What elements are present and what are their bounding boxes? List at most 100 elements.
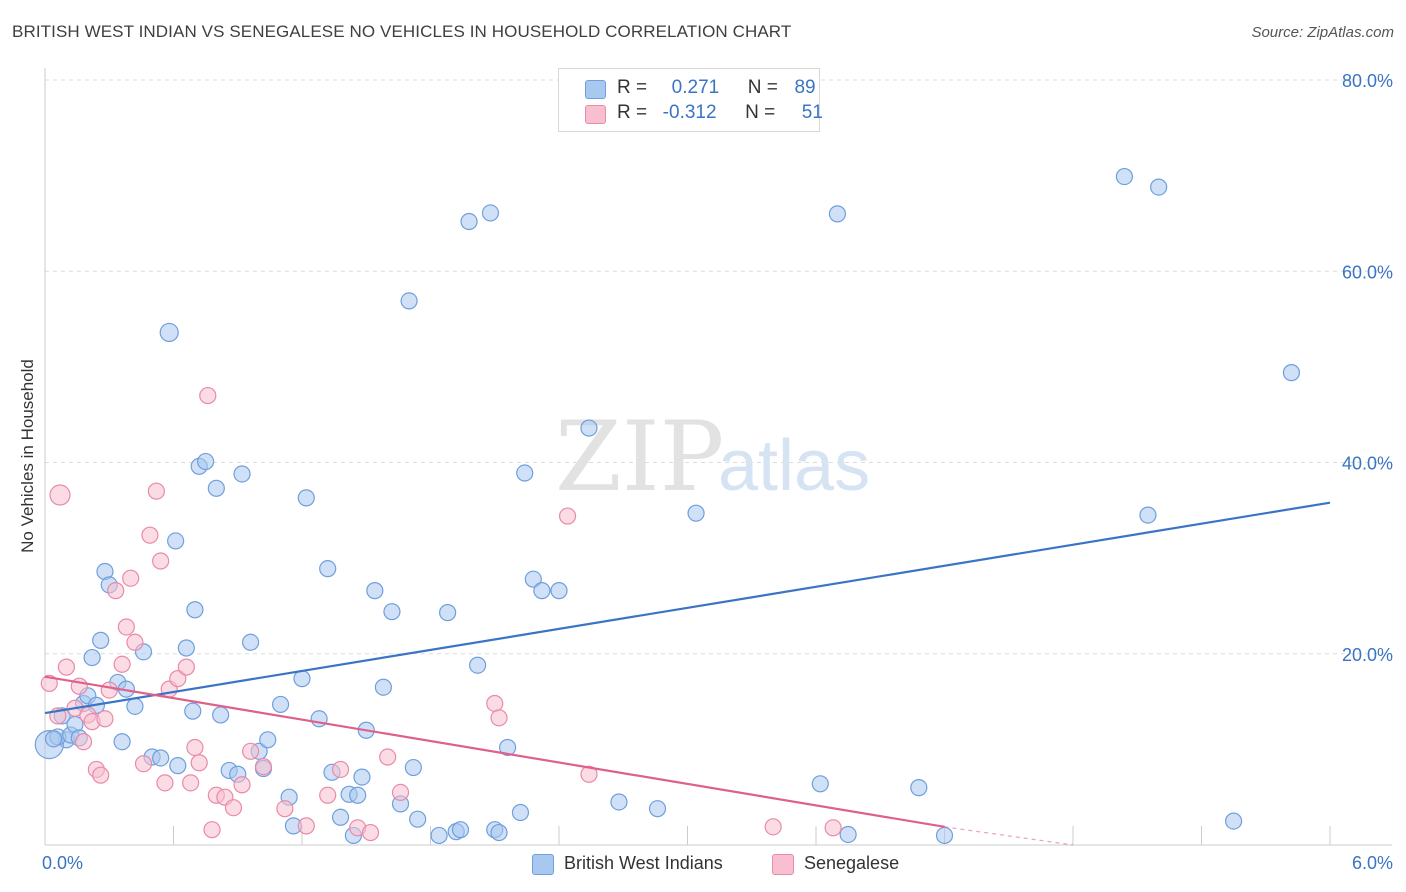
point-british-west-indians — [207, 479, 225, 497]
point-british-west-indians — [828, 205, 847, 223]
point-senegalese — [177, 658, 195, 676]
point-british-west-indians — [233, 465, 251, 483]
x-tick-label: 6.0% — [1352, 853, 1393, 873]
point-british-west-indians — [167, 532, 185, 550]
data-points — [34, 167, 1301, 845]
point-british-west-indians — [1139, 506, 1157, 524]
point-senegalese — [113, 655, 131, 673]
y-axis-label: No Vehicles in Household — [18, 359, 37, 553]
point-british-west-indians — [271, 695, 290, 714]
point-senegalese — [331, 760, 350, 779]
point-senegalese — [233, 776, 251, 794]
point-senegalese — [100, 681, 118, 699]
point-senegalese — [74, 733, 93, 751]
legend-r-label: R = — [617, 77, 648, 98]
point-senegalese — [134, 755, 153, 773]
axes — [44, 68, 1392, 846]
point-british-west-indians — [197, 452, 215, 471]
point-senegalese — [147, 482, 165, 500]
point-senegalese — [254, 757, 273, 776]
point-british-west-indians — [610, 793, 628, 811]
point-british-west-indians — [184, 702, 202, 720]
point-british-west-indians — [469, 656, 487, 674]
point-senegalese — [297, 817, 315, 835]
trend-lines — [44, 501, 1331, 846]
legend-r-value: 0.271 — [671, 77, 720, 98]
chart-title: BRITISH WEST INDIAN VS SENEGALESE NO VEH… — [12, 22, 792, 41]
point-british-west-indians — [648, 800, 667, 818]
point-senegalese — [391, 783, 410, 802]
point-senegalese — [126, 633, 144, 651]
point-british-west-indians — [177, 639, 195, 657]
point-british-west-indians — [839, 825, 857, 844]
bottom-legend-label: British West Indians — [564, 853, 723, 873]
gridlines — [45, 79, 1392, 655]
point-senegalese — [764, 818, 782, 836]
legend-n-value: 89 — [794, 77, 816, 98]
point-british-west-indians — [297, 489, 315, 507]
watermark-atlas: atlas — [718, 426, 870, 506]
point-british-west-indians — [242, 633, 260, 651]
point-british-west-indians — [409, 810, 427, 828]
point-senegalese — [224, 799, 243, 817]
point-senegalese — [319, 786, 337, 804]
point-senegalese — [580, 765, 598, 783]
bottom-legend-label: Senegalese — [804, 853, 900, 873]
point-british-west-indians — [490, 823, 508, 842]
point-british-west-indians — [159, 322, 179, 343]
point-senegalese — [92, 766, 110, 784]
y-tick-label: 80.0% — [1342, 71, 1393, 91]
stats-legend: R = 0.271 N = 89 R = -0.312 N = 51 — [558, 68, 823, 132]
point-british-west-indians — [935, 826, 954, 845]
point-british-west-indians — [430, 826, 448, 845]
point-senegalese — [117, 618, 135, 636]
bottom-legend-swatch-pink — [772, 854, 794, 875]
point-british-west-indians — [400, 292, 418, 310]
point-senegalese — [57, 658, 76, 676]
point-senegalese — [190, 754, 208, 772]
trend-line-senegalese — [44, 675, 945, 828]
point-senegalese — [824, 819, 842, 837]
watermark-zip: ZIP — [555, 401, 724, 513]
point-senegalese — [40, 674, 58, 692]
point-british-west-indians — [374, 678, 392, 696]
point-senegalese — [486, 694, 504, 713]
legend-r-value: -0.312 — [662, 102, 717, 123]
point-british-west-indians — [511, 803, 530, 822]
point-british-west-indians — [1150, 178, 1168, 196]
point-british-west-indians — [366, 582, 384, 600]
point-senegalese — [186, 738, 204, 757]
point-british-west-indians — [293, 670, 311, 688]
point-british-west-indians — [331, 808, 350, 826]
y-tick-label: 40.0% — [1342, 454, 1393, 474]
tick-labels: 20.0% 40.0% 60.0% 80.0% 0.0% 6.0% — [42, 71, 1393, 873]
point-british-west-indians — [533, 582, 551, 600]
legend-r-label: R = — [617, 102, 648, 123]
legend-n-value: 51 — [801, 102, 823, 123]
point-british-west-indians — [349, 786, 367, 804]
point-senegalese — [169, 670, 187, 688]
point-british-west-indians — [259, 731, 277, 749]
point-british-west-indians — [92, 631, 110, 649]
point-british-west-indians — [44, 730, 63, 748]
bottom-legend-swatch-blue — [532, 854, 554, 875]
point-senegalese — [152, 552, 170, 570]
point-british-west-indians — [439, 604, 457, 622]
point-british-west-indians — [83, 648, 101, 667]
point-senegalese — [96, 710, 114, 728]
point-senegalese — [361, 823, 380, 842]
point-british-west-indians — [1282, 364, 1301, 382]
point-british-west-indians — [319, 560, 337, 578]
point-senegalese — [141, 526, 159, 544]
point-british-west-indians — [126, 697, 144, 715]
legend-swatch-blue — [585, 80, 606, 99]
point-british-west-indians — [113, 733, 131, 751]
point-senegalese — [276, 800, 294, 818]
point-british-west-indians — [152, 749, 170, 767]
point-senegalese — [107, 582, 125, 600]
point-senegalese — [558, 507, 577, 525]
trend-line-british-west-indians — [44, 501, 1331, 715]
point-british-west-indians — [499, 738, 517, 757]
point-british-west-indians — [1115, 167, 1134, 186]
